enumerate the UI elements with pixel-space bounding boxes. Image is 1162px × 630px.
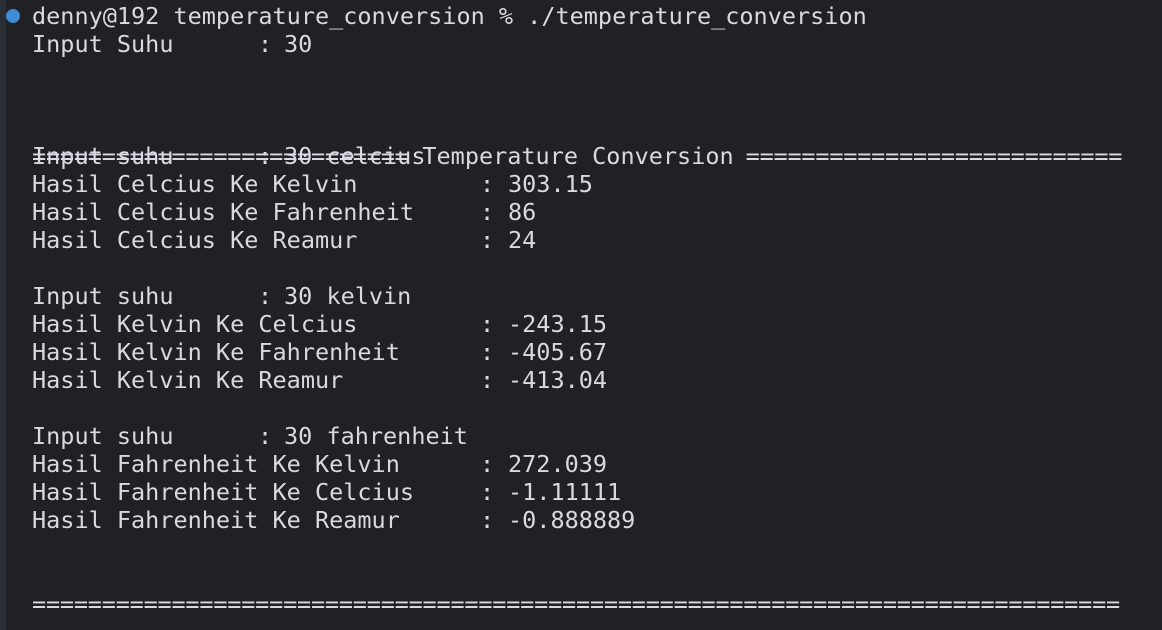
result-label: Hasil Celcius Ke Fahrenheit bbox=[32, 198, 415, 226]
result-separator: : bbox=[480, 338, 495, 366]
result-label: Hasil Fahrenheit Ke Kelvin bbox=[32, 450, 400, 478]
result-separator: : bbox=[480, 366, 495, 394]
input-prompt-label: Input Suhu bbox=[32, 30, 174, 58]
result-line: Hasil Fahrenheit Ke Celcius : -1.11111 bbox=[32, 478, 1152, 506]
result-line: Hasil Fahrenheit Ke Kelvin : 272.039 bbox=[32, 450, 1152, 478]
result-value: 86 bbox=[508, 198, 537, 226]
blank-line bbox=[32, 254, 1152, 282]
conversion-section-kelvin: Input suhu : 30 kelvin Hasil Kelvin Ke C… bbox=[32, 282, 1152, 394]
command-line: denny@192 temperature_conversion % ./tem… bbox=[32, 2, 867, 30]
result-separator: : bbox=[480, 170, 495, 198]
result-line: Hasil Kelvin Ke Fahrenheit : -405.67 bbox=[32, 338, 1152, 366]
section-input-separator: : bbox=[258, 282, 273, 310]
header-left-rule: =========================== bbox=[32, 142, 409, 170]
result-line: Hasil Kelvin Ke Celcius : -243.15 bbox=[32, 310, 1152, 338]
result-value: -243.15 bbox=[508, 310, 608, 338]
result-separator: : bbox=[480, 506, 495, 534]
section-input-value: 30 fahrenheit bbox=[284, 422, 468, 450]
result-line: Hasil Celcius Ke Fahrenheit : 86 bbox=[32, 198, 1152, 226]
footer-rule: ========================================… bbox=[32, 590, 1120, 618]
section-input-separator: : bbox=[258, 422, 273, 450]
section-input-label: Input suhu bbox=[32, 142, 174, 170]
header-title: Temperature Conversion bbox=[422, 142, 734, 170]
terminal-output[interactable]: denny@192 temperature_conversion % ./tem… bbox=[32, 2, 1152, 618]
result-separator: : bbox=[480, 226, 495, 254]
result-line: Hasil Fahrenheit Ke Reamur : -0.888889 bbox=[32, 506, 1152, 534]
section-input-separator: : bbox=[258, 142, 273, 170]
result-value: -0.888889 bbox=[508, 506, 636, 534]
blank-line bbox=[32, 58, 1152, 86]
result-separator: : bbox=[480, 478, 495, 506]
blank-lines bbox=[32, 534, 1152, 590]
result-line: Hasil Kelvin Ke Reamur : -413.04 bbox=[32, 366, 1152, 394]
prompt-status-dot-icon bbox=[6, 9, 20, 23]
section-input-line: Input suhu : 30 kelvin bbox=[32, 282, 1152, 310]
result-line: Hasil Celcius Ke Kelvin : 303.15 bbox=[32, 170, 1152, 198]
input-prompt-separator: : bbox=[258, 30, 273, 58]
result-value: -405.67 bbox=[508, 338, 608, 366]
section-input-value: 30 kelvin bbox=[284, 282, 412, 310]
terminal-gutter bbox=[0, 0, 6, 630]
input-prompt-line: Input Suhu : 30 bbox=[32, 30, 1152, 58]
result-label: Hasil Kelvin Ke Celcius bbox=[32, 310, 358, 338]
result-separator: : bbox=[480, 198, 495, 226]
section-input-value: 30 celcius bbox=[284, 142, 426, 170]
header-right-rule: =========================== bbox=[745, 142, 1123, 170]
result-label: Hasil Fahrenheit Ke Reamur bbox=[32, 506, 400, 534]
header-line: =========================== Temperature … bbox=[32, 86, 1152, 170]
section-input-line: Input suhu : 30 fahrenheit bbox=[32, 422, 1152, 450]
conversion-section-fahrenheit: Input suhu : 30 fahrenheit Hasil Fahrenh… bbox=[32, 422, 1152, 534]
result-label: Hasil Kelvin Ke Fahrenheit bbox=[32, 338, 400, 366]
input-prompt-value: 30 bbox=[284, 30, 313, 58]
result-label: Hasil Celcius Ke Reamur bbox=[32, 226, 358, 254]
section-input-line: Input suhu : 30 celcius bbox=[32, 142, 1152, 170]
section-input-label: Input suhu bbox=[32, 282, 174, 310]
result-label: Hasil Kelvin Ke Reamur bbox=[32, 366, 344, 394]
result-value: 272.039 bbox=[508, 450, 608, 478]
section-input-label: Input suhu bbox=[32, 422, 174, 450]
result-value: 303.15 bbox=[508, 170, 593, 198]
result-separator: : bbox=[480, 310, 495, 338]
result-line: Hasil Celcius Ke Reamur : 24 bbox=[32, 226, 1152, 254]
result-label: Hasil Celcius Ke Kelvin bbox=[32, 170, 358, 198]
result-value: -413.04 bbox=[508, 366, 608, 394]
blank-line bbox=[32, 394, 1152, 422]
result-separator: : bbox=[480, 450, 495, 478]
result-value: 24 bbox=[508, 226, 537, 254]
result-label: Hasil Fahrenheit Ke Celcius bbox=[32, 478, 415, 506]
conversion-section-celcius: Input suhu : 30 celcius Hasil Celcius Ke… bbox=[32, 142, 1152, 254]
result-value: -1.11111 bbox=[508, 478, 622, 506]
